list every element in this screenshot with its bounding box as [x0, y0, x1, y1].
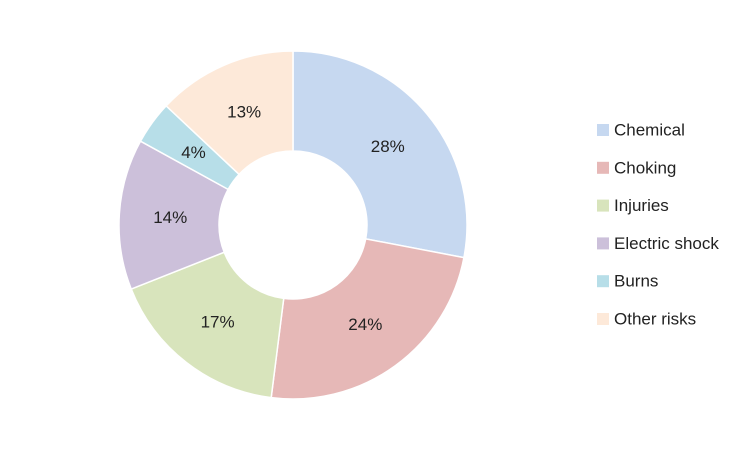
legend-label: Burns: [614, 272, 658, 291]
legend-item-injuries: Injuries: [597, 196, 669, 215]
slice-injuries: [130, 251, 285, 399]
legend-item-electric-shock: Electric shock: [597, 234, 719, 253]
legend-label: Other risks: [614, 310, 696, 329]
legend-label: Chemical: [614, 121, 685, 140]
legend-label: Injuries: [614, 196, 669, 215]
slice-chemical: [292, 50, 468, 259]
slice-label-other-risks: 13%: [227, 103, 261, 122]
slice-labels: 28% 24% 17% 14% 4% 13%: [153, 103, 405, 334]
legend-label: Choking: [614, 158, 676, 177]
slice-label-injuries: 17%: [201, 313, 235, 332]
slice-label-electric-shock: 14%: [153, 208, 187, 227]
legend: Chemical Choking Injuries Electric shock Bur…: [597, 121, 719, 329]
legend-item-other-risks: Other risks: [597, 310, 696, 329]
legend-swatch: [597, 275, 609, 288]
slice-label-chemical: 28%: [371, 137, 405, 156]
slices: [118, 50, 468, 400]
legend-item-choking: Choking: [597, 158, 676, 177]
slice-label-burns: 4%: [181, 143, 206, 162]
legend-swatch: [597, 313, 609, 325]
legend-swatch: [597, 199, 609, 212]
legend-item-chemical: Chemical: [597, 121, 685, 140]
legend-item-burns: Burns: [597, 272, 658, 291]
slice-label-choking: 24%: [348, 315, 382, 334]
legend-swatch: [597, 237, 609, 250]
legend-swatch: [597, 124, 609, 136]
legend-swatch: [597, 161, 609, 174]
slice-choking: [270, 237, 465, 400]
slice-other-risks: [165, 50, 294, 176]
legend-label: Electric shock: [614, 234, 719, 253]
